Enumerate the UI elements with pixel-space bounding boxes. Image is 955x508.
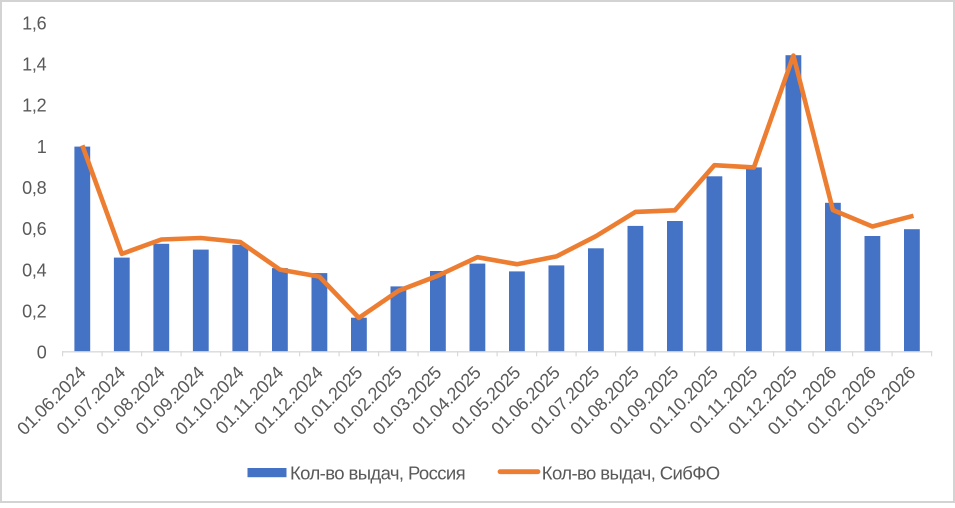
svg-text:0,8: 0,8 [22,178,47,198]
svg-text:Кол-во выдач, СибФО: Кол-во выдач, СибФО [542,463,720,484]
svg-text:1,2: 1,2 [22,96,47,116]
svg-text:0,2: 0,2 [22,302,47,322]
svg-text:0,4: 0,4 [22,260,47,280]
svg-text:1,6: 1,6 [22,13,47,33]
svg-text:0: 0 [37,343,47,363]
svg-text:0,6: 0,6 [22,219,47,239]
svg-text:1,4: 1,4 [22,54,47,74]
svg-text:1: 1 [37,137,47,157]
svg-text:Кол-во выдач, Россия: Кол-во выдач, Россия [290,463,465,484]
